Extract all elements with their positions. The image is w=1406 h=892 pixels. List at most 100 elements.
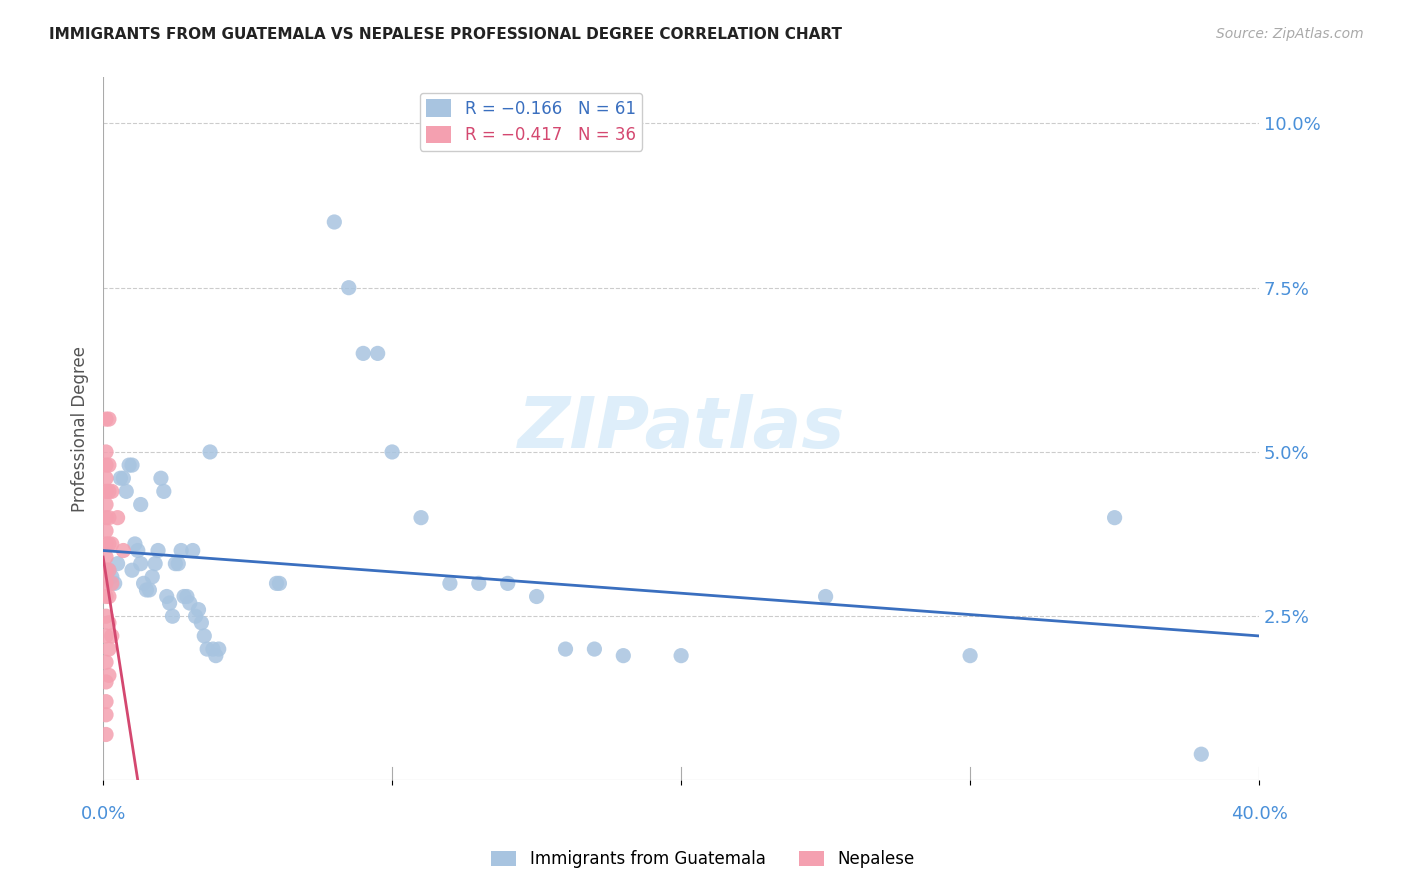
Point [1189,747,1212,762]
Point [101,576,124,591]
Text: IMMIGRANTS FROM GUATEMALA VS NEPALESE PROFESSIONAL DEGREE CORRELATION CHART: IMMIGRANTS FROM GUATEMALA VS NEPALESE PR… [49,27,842,42]
Point [97,615,120,630]
Point [132,576,155,591]
Point [94,484,117,499]
Point [146,543,169,558]
Point [409,510,432,524]
Point [179,596,201,610]
Point [127,543,149,558]
Point [97,458,120,472]
Point [94,674,117,689]
Point [94,537,117,551]
Point [167,557,190,571]
Point [124,537,146,551]
Point [138,582,160,597]
Point [143,557,166,571]
Point [135,582,157,597]
Point [97,668,120,682]
Point [159,596,181,610]
Point [107,557,129,571]
Point [94,458,117,472]
Point [107,510,129,524]
Point [156,590,179,604]
Point [94,609,117,624]
Point [94,629,117,643]
Point [118,458,141,472]
Point [94,695,117,709]
Point [121,458,143,472]
Point [94,707,117,722]
Point [176,590,198,604]
Point [190,615,212,630]
Point [165,557,187,571]
Point [181,543,204,558]
Legend: Immigrants from Guatemala, Nepalese: Immigrants from Guatemala, Nepalese [485,844,921,875]
Point [110,471,132,485]
Point [337,281,360,295]
Point [153,484,176,499]
Point [94,550,117,565]
Point [323,215,346,229]
Point [97,510,120,524]
Point [184,609,207,624]
Point [193,629,215,643]
Point [97,563,120,577]
Point [612,648,634,663]
Point [149,471,172,485]
Point [94,445,117,459]
Point [129,498,152,512]
Point [101,537,124,551]
Point [94,576,117,591]
Point [94,655,117,669]
Point [201,642,224,657]
Point [94,524,117,538]
Point [97,590,120,604]
Point [814,590,837,604]
Point [959,648,981,663]
Point [101,570,124,584]
Point [554,642,576,657]
Point [112,471,135,485]
Point [208,642,231,657]
Point [162,609,184,624]
Point [195,642,218,657]
Point [170,543,193,558]
Point [97,412,120,426]
Point [381,445,404,459]
Point [94,510,117,524]
Point [468,576,491,591]
Text: Source: ZipAtlas.com: Source: ZipAtlas.com [1216,27,1364,41]
Point [266,576,288,591]
Point [97,537,120,551]
Point [94,563,117,577]
Point [97,563,120,577]
Point [94,412,117,426]
Point [104,576,127,591]
Point [352,346,374,360]
Text: 0.0%: 0.0% [80,805,125,823]
Point [94,498,117,512]
Point [439,576,461,591]
Point [101,629,124,643]
Point [583,642,606,657]
Point [94,590,117,604]
Point [367,346,389,360]
Legend: R = −0.166   N = 61, R = −0.417   N = 36: R = −0.166 N = 61, R = −0.417 N = 36 [419,93,643,151]
Point [112,543,135,558]
Point [101,484,124,499]
Point [669,648,692,663]
Y-axis label: Professional Degree: Professional Degree [72,346,89,512]
Point [97,484,120,499]
Point [496,576,519,591]
Point [141,570,163,584]
Point [269,576,291,591]
Point [129,557,152,571]
Point [187,602,209,616]
Point [115,484,138,499]
Point [173,590,195,604]
Point [198,445,221,459]
Point [94,727,117,741]
Text: 40.0%: 40.0% [1230,805,1288,823]
Point [121,563,143,577]
Point [205,648,228,663]
